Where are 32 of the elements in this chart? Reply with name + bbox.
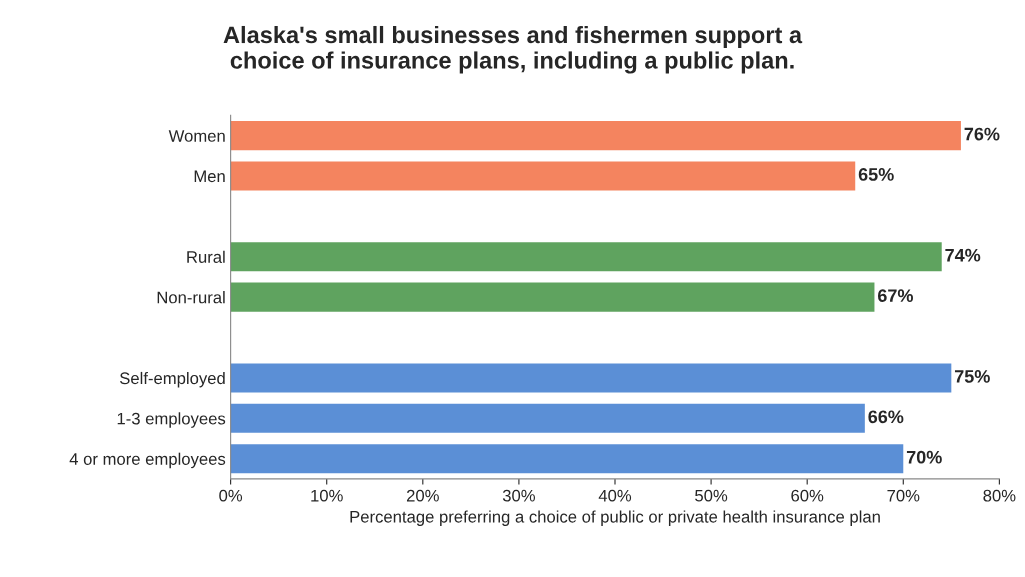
bar: [230, 242, 942, 272]
x-tick-label: 70%: [887, 489, 920, 502]
y-tick-label: Men: [194, 170, 225, 183]
x-tick-label: 60%: [791, 489, 824, 502]
x-tick-label: 10%: [311, 489, 343, 502]
data-label: 65%: [858, 168, 894, 181]
x-tick-label: 40%: [598, 489, 632, 502]
y-tick-label: 1-3 employees: [117, 412, 226, 428]
x-tick-label: 30%: [502, 489, 535, 502]
bar: [230, 444, 904, 474]
bar: [230, 161, 856, 191]
bar: [230, 121, 961, 151]
bar: [230, 363, 952, 393]
y-tick-label: 4 or more employees: [69, 452, 226, 469]
x-axis-title: Percentage preferring a choice of public or private health insurance plan: [350, 510, 880, 526]
x-tick-label: 80%: [983, 489, 1016, 502]
y-tick-label: Women: [168, 130, 225, 142]
data-label: 75%: [954, 370, 990, 383]
y-tick-label: Self-employed: [119, 371, 225, 388]
bar: [230, 403, 865, 433]
data-label: 70%: [906, 450, 942, 464]
y-tick-label: Rural: [187, 250, 225, 263]
bar: [230, 282, 875, 312]
data-label: 67%: [878, 289, 913, 302]
x-tick-label: 20%: [406, 489, 439, 502]
x-tick-label: 0%: [219, 489, 243, 502]
chart-title: Alaska's small businesses and fishermen support a choice of insurance plans, including a public plan.: [223, 25, 803, 74]
data-label: 76%: [964, 127, 1000, 141]
data-label: 74%: [945, 248, 981, 262]
x-tick-label: 50%: [695, 489, 728, 502]
data-label: 66%: [868, 410, 904, 424]
y-tick-label: Non-rural: [157, 291, 225, 304]
